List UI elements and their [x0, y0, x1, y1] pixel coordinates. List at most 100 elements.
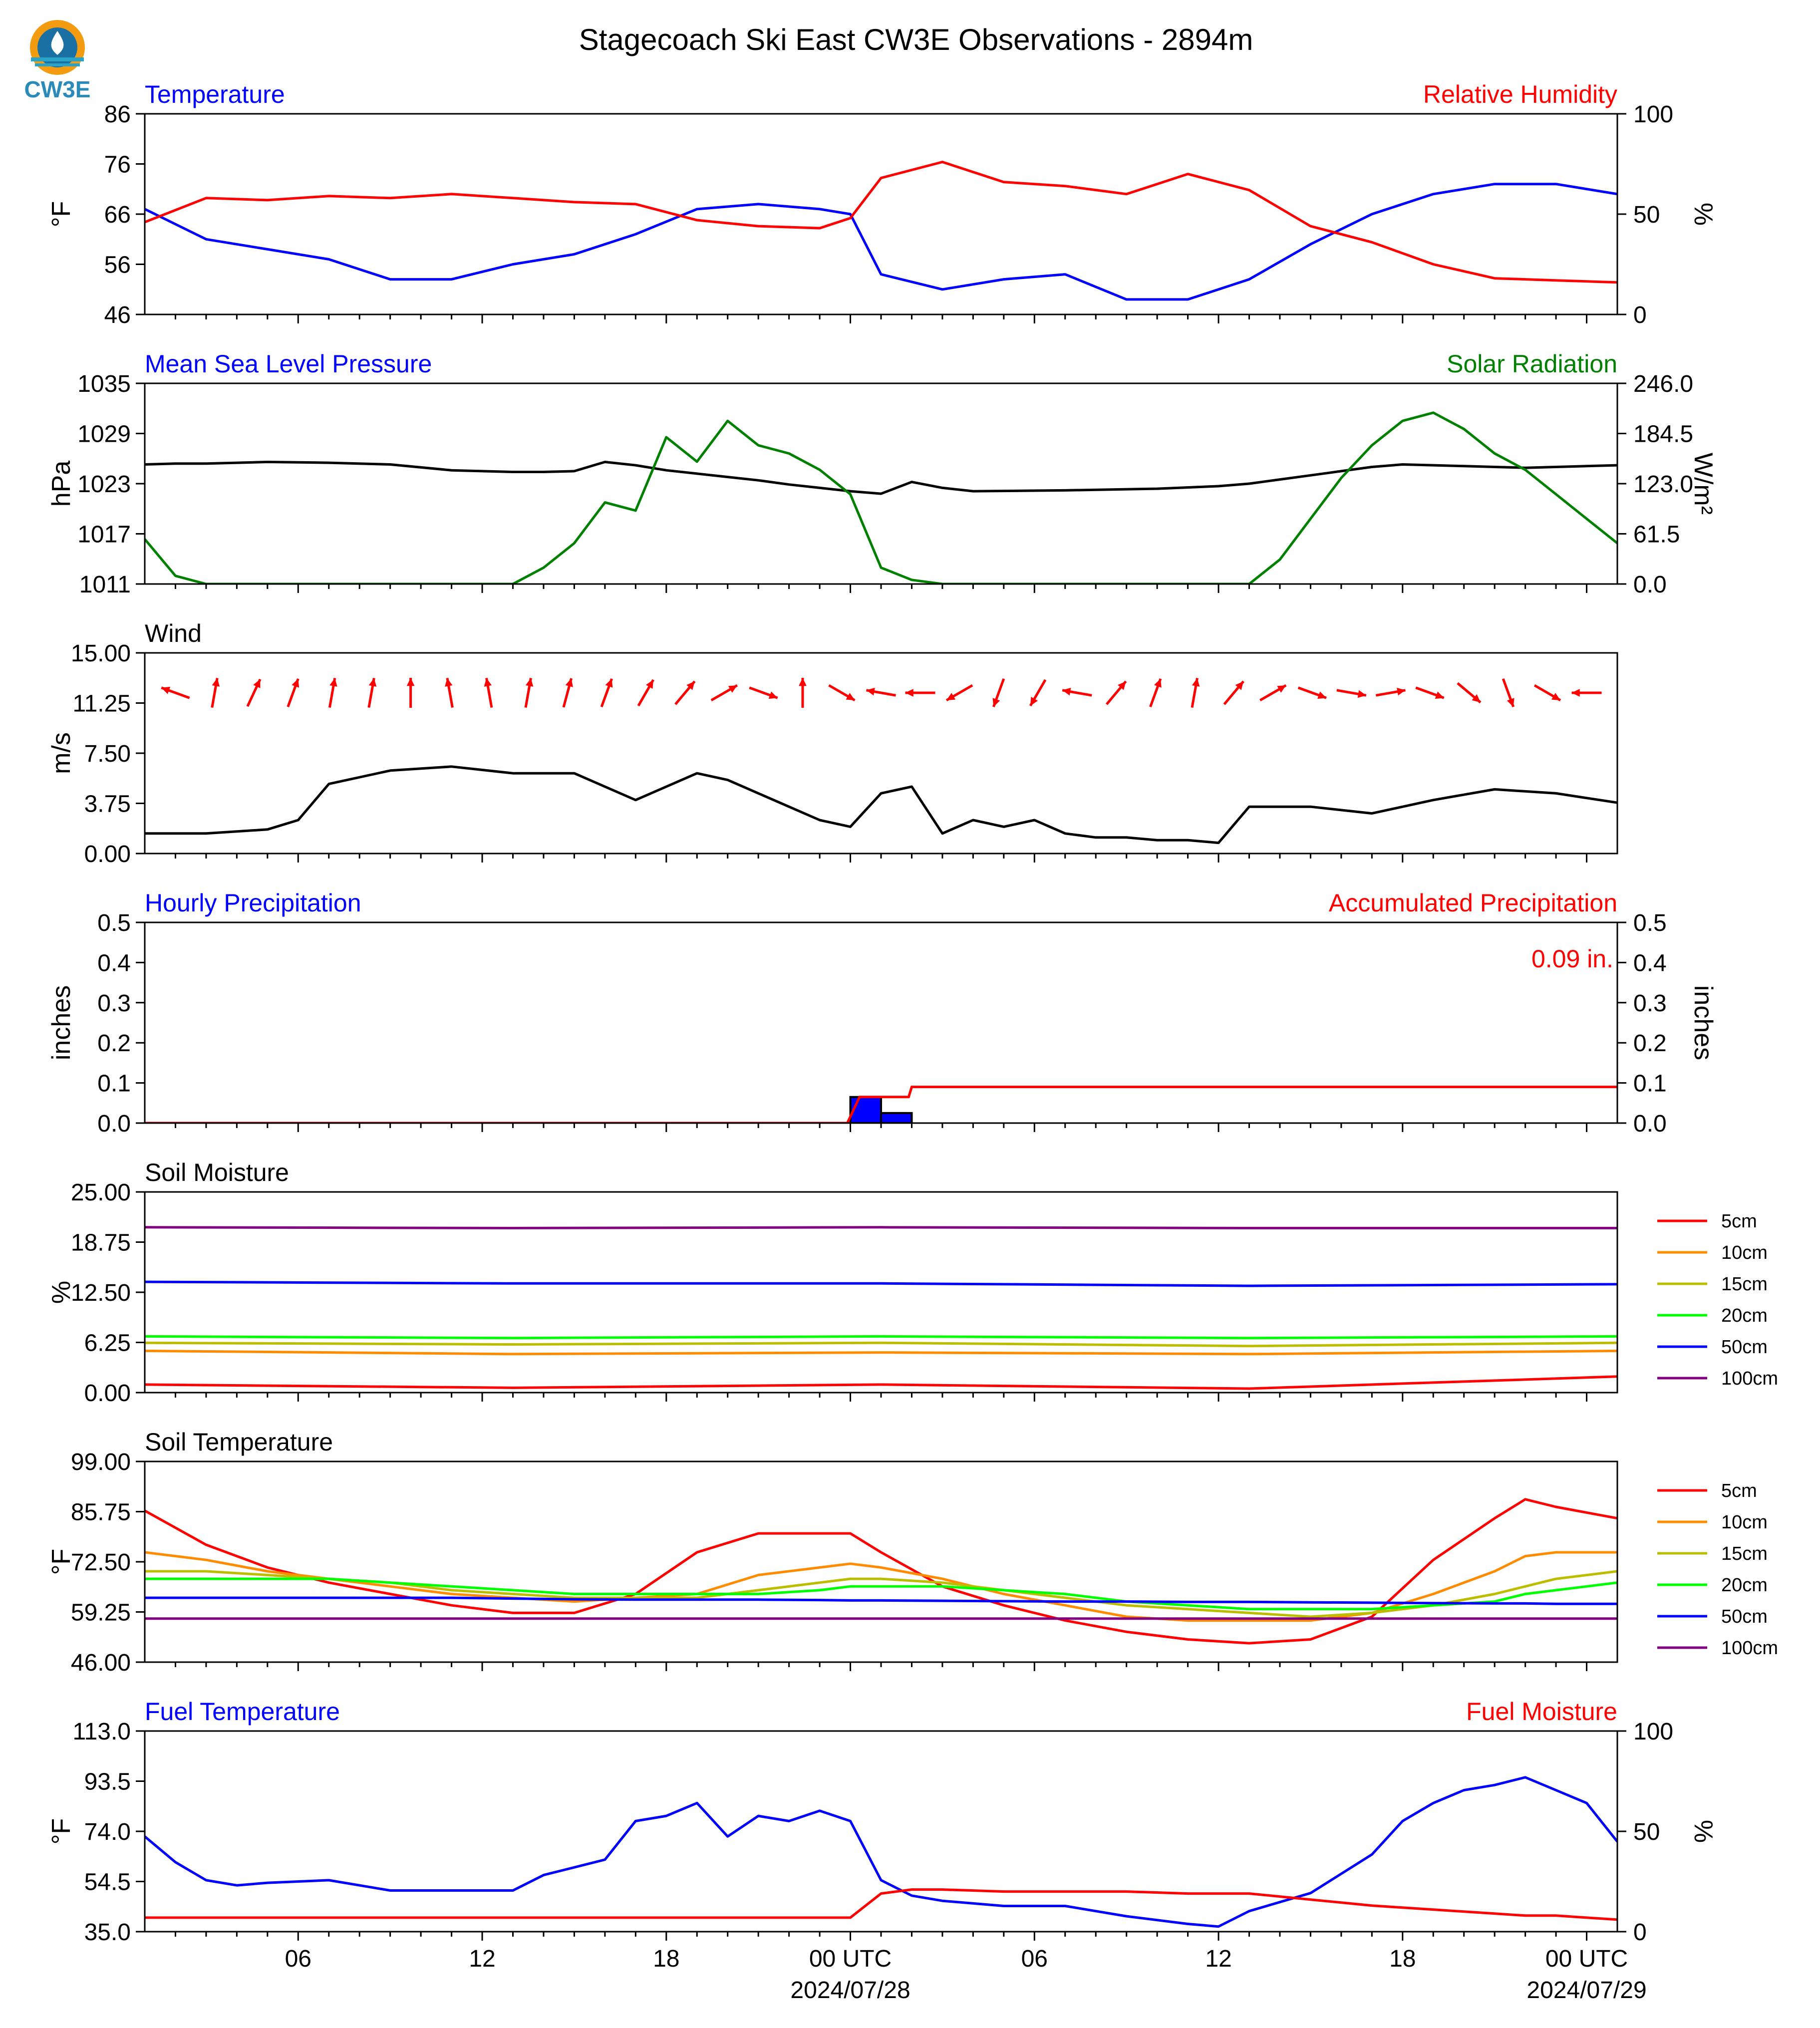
wind-arrow: [1029, 679, 1047, 707]
wind-arrow-head: [406, 678, 415, 686]
x-tick-label: 18: [1389, 1946, 1416, 1972]
wind-arrow-head: [253, 679, 261, 688]
plot-area: [145, 1776, 1617, 1928]
wind-arrow-head: [728, 685, 737, 693]
legend-label: 20cm: [1721, 1305, 1768, 1326]
wind-arrow: [1105, 680, 1127, 705]
x-tick-label: 12: [469, 1946, 495, 1972]
wind-arrow-head: [799, 678, 807, 686]
y-tick-label: 11.25: [72, 691, 131, 717]
series-line-3: [145, 1335, 1617, 1340]
series-line-1: [145, 1349, 1617, 1356]
wind-arrow: [749, 686, 778, 699]
legend-label: 15cm: [1721, 1543, 1768, 1564]
y2-tick-label: 0: [1633, 302, 1647, 328]
panel-title-right: Relative Humidity: [1423, 80, 1617, 108]
wind-arrow: [445, 678, 454, 708]
y-tick-label: 1035: [77, 371, 131, 397]
y-axis-label: °F: [47, 1549, 76, 1575]
wind-arrow-head: [484, 678, 492, 687]
y2-tick-label: 184.5: [1633, 421, 1693, 448]
y2-tick-label: 0: [1633, 1919, 1647, 1946]
series-line-0: [145, 1498, 1617, 1645]
y-axis-label: hPa: [47, 461, 76, 507]
panel-title-left: Fuel Temperature: [145, 1698, 340, 1726]
panel-frame: [144, 652, 1618, 855]
y2-tick-label: 123.0: [1633, 471, 1693, 498]
legend-label: 5cm: [1721, 1480, 1757, 1501]
y-tick-label: 85.75: [71, 1499, 131, 1526]
series-line-1: [145, 1888, 1617, 1921]
y-tick-label: 72.50: [71, 1549, 131, 1576]
wind-arrow: [161, 686, 190, 699]
wind-arrow: [866, 687, 896, 697]
y-tick-label: 6.25: [84, 1330, 131, 1357]
accumulated-line: [145, 1086, 1617, 1123]
legend-label: 50cm: [1721, 1337, 1768, 1358]
wind-arrow-head: [1357, 690, 1366, 698]
legend: 5cm 10cm 15cm 20cm 50cm 100cm: [1657, 1480, 1778, 1659]
panel-5: Soil Temperature 99.00 85.75 72.50 59.25 46.0…: [47, 1428, 1778, 1676]
legend: 5cm 10cm 15cm 20cm 50cm 100cm: [1657, 1211, 1778, 1389]
wind-arrow-head: [1062, 687, 1071, 696]
y2-tick-label: 0.1: [1633, 1071, 1667, 1097]
wind-arrow: [945, 684, 973, 702]
y2-axis-label: inches: [1689, 985, 1718, 1060]
series-line-0: [145, 1776, 1617, 1928]
panel-title-left: Soil Temperature: [145, 1428, 333, 1456]
series-line-4: [145, 1596, 1617, 1605]
plot-area: [145, 1086, 1617, 1123]
y2-tick-label: 61.5: [1633, 522, 1680, 548]
wind-arrow-head: [768, 691, 778, 699]
wind-arrow-head: [1472, 694, 1481, 703]
wind-arrow-head: [1277, 685, 1286, 693]
y-tick-label: 46: [104, 302, 131, 328]
wind-arrow-head: [605, 678, 613, 688]
wind-arrow: [1223, 680, 1244, 705]
panel-frame: [144, 1730, 1618, 1933]
wind-arrow: [1297, 686, 1327, 699]
wind-arrow-head: [445, 678, 453, 687]
series-line-0: [145, 1375, 1617, 1390]
legend-label: 20cm: [1721, 1575, 1768, 1596]
series-line-2: [145, 1341, 1617, 1348]
series-line-0: [145, 765, 1617, 845]
panel-4: Soil Moisture 25.00 18.75 12.50 6.25 0.00% 5cm…: [47, 1159, 1778, 1407]
wind-arrow: [1502, 678, 1515, 708]
y-tick-label: 54.5: [84, 1869, 131, 1896]
series-line-5: [145, 1226, 1617, 1229]
y-tick-label: 18.75: [71, 1230, 131, 1256]
logo-text: CW3E: [24, 76, 91, 102]
y-axis-label: m/s: [47, 732, 76, 774]
y2-axis-label: W/m²: [1689, 453, 1718, 515]
panel-0: Temperature Relative Humidity 86 76 66 56 46 10…: [47, 80, 1718, 328]
legend-label: 10cm: [1721, 1242, 1768, 1263]
wind-arrow-head: [686, 681, 695, 690]
y-tick-label: 66: [104, 202, 131, 228]
plot-area: [145, 411, 1617, 584]
y-tick-label: 1023: [77, 471, 131, 498]
y2-tick-label: 0.0: [1633, 572, 1667, 598]
x-tick-label: 00 UTC: [1545, 1946, 1628, 1972]
series-line-1: [145, 411, 1617, 584]
y-tick-label: 74.0: [84, 1819, 131, 1845]
panels-group: Temperature Relative Humidity 86 76 66 56 46 10…: [47, 80, 1778, 1946]
series-line-0: [145, 461, 1617, 495]
y-tick-label: 1029: [77, 421, 131, 448]
y-tick-label: 35.0: [84, 1919, 131, 1946]
wind-arrow-head: [645, 680, 653, 689]
y-tick-label: 59.25: [71, 1600, 131, 1626]
plot-area: [145, 161, 1617, 301]
plot-area: [145, 1226, 1617, 1390]
wind-arrow-head: [866, 687, 875, 696]
wind-arrow-head: [1235, 681, 1244, 690]
x-tick-label: 06: [285, 1946, 311, 1972]
y-tick-label: 12.50: [71, 1280, 131, 1306]
wind-arrow-head: [212, 678, 220, 687]
x-tick-label: 18: [653, 1946, 679, 1972]
wind-arrow: [1375, 687, 1406, 697]
wind-arrow: [562, 678, 573, 708]
y-axis-label: inches: [47, 985, 76, 1060]
panel-3: Hourly Precipitation Accumulated Precipit…: [47, 889, 1718, 1137]
